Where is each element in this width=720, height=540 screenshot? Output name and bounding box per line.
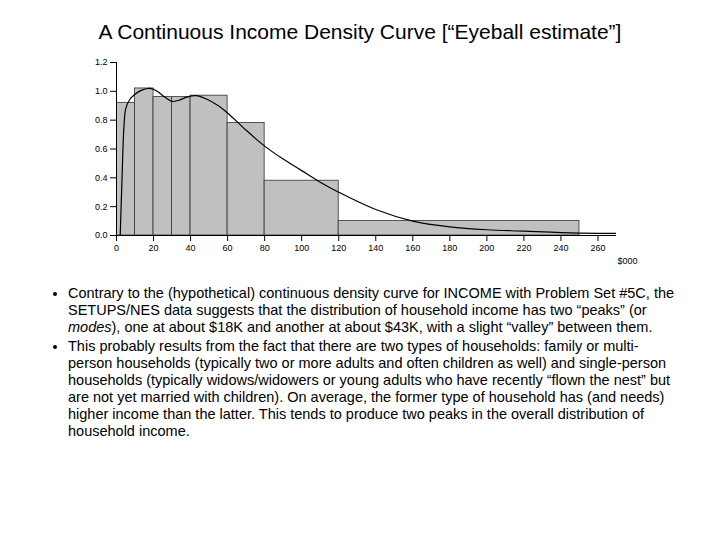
svg-text:120: 120 bbox=[331, 243, 346, 253]
svg-text:260: 260 bbox=[590, 243, 605, 253]
svg-text:0.2: 0.2 bbox=[95, 202, 108, 212]
svg-text:200: 200 bbox=[479, 243, 494, 253]
svg-text:240: 240 bbox=[553, 243, 568, 253]
svg-text:0.6: 0.6 bbox=[95, 144, 108, 154]
svg-text:40: 40 bbox=[186, 243, 196, 253]
svg-text:0.0: 0.0 bbox=[95, 230, 108, 240]
svg-text:0: 0 bbox=[114, 243, 119, 253]
svg-text:60: 60 bbox=[223, 243, 233, 253]
svg-text:0.4: 0.4 bbox=[95, 173, 108, 183]
svg-text:$000: $000 bbox=[617, 256, 637, 266]
svg-text:100: 100 bbox=[294, 243, 309, 253]
svg-text:80: 80 bbox=[260, 243, 270, 253]
svg-text:0.8: 0.8 bbox=[95, 115, 108, 125]
svg-text:220: 220 bbox=[516, 243, 531, 253]
svg-text:140: 140 bbox=[368, 243, 383, 253]
html-text:modes), one at about $18K and: modes), one at about $18K and another at… bbox=[68, 319, 653, 335]
svg-text:180: 180 bbox=[442, 243, 457, 253]
html-text:A Continuous Income Density Cu: A Continuous Income Density Curve [“Eyeb… bbox=[98, 20, 622, 43]
html-text:Contrary to the (hypothetical): Contrary to the (hypothetical) continuou… bbox=[68, 285, 675, 318]
html-text:This probably results from the: This probably results from the fact that… bbox=[68, 338, 671, 439]
svg-text:20: 20 bbox=[149, 243, 159, 253]
svg-text:1.2: 1.2 bbox=[95, 57, 108, 67]
svg-text:1.0: 1.0 bbox=[95, 86, 108, 96]
svg-text:160: 160 bbox=[405, 243, 420, 253]
